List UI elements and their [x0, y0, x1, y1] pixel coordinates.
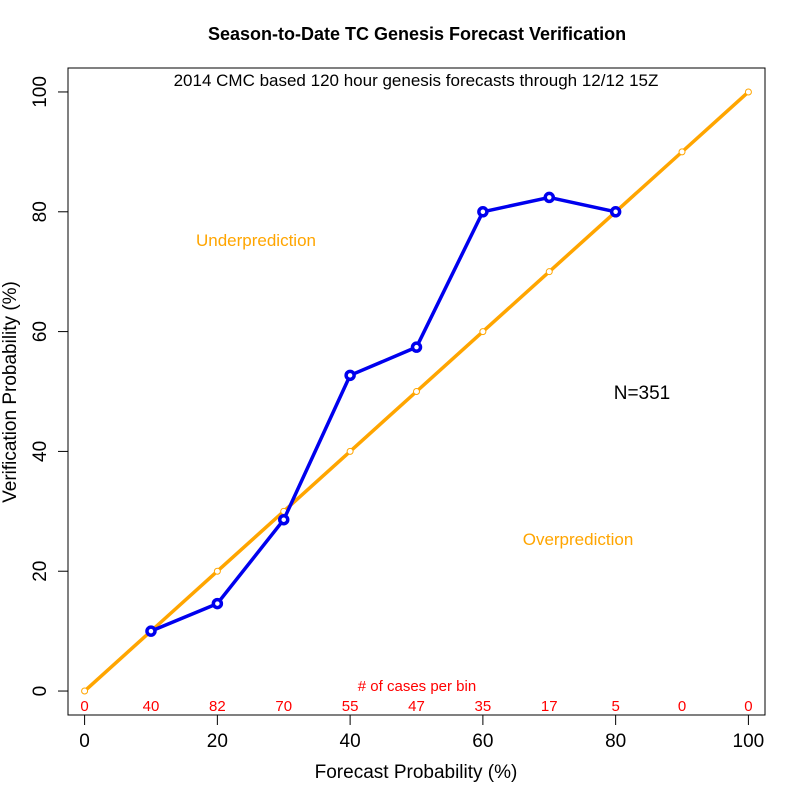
y-axis: 0 20 40 60 80 100	[30, 76, 69, 697]
x-tick-label: 80	[605, 731, 626, 752]
x-axis: 0 20 40 60 80 100	[79, 714, 765, 752]
reference-point	[545, 268, 553, 276]
verification-point	[211, 597, 224, 610]
reference-point	[413, 388, 420, 395]
reference-point	[81, 687, 89, 695]
bin-count: 70	[275, 698, 292, 715]
x-axis-label: Forecast Probability (%)	[315, 762, 518, 783]
underprediction-label: Underprediction	[196, 231, 316, 250]
y-tick-label: 0	[30, 686, 51, 697]
y-tick-label: 60	[30, 321, 51, 342]
bin-count: 0	[80, 698, 88, 715]
bin-count: 17	[541, 698, 558, 715]
y-axis-label: Verification Probability (%)	[0, 281, 21, 503]
reference-point	[213, 567, 221, 575]
verification-point	[477, 206, 489, 218]
overprediction-label: Overprediction	[523, 530, 634, 549]
series-layer	[81, 88, 752, 695]
bin-count: 0	[744, 698, 752, 715]
verification-point	[145, 625, 157, 637]
y-tick-label: 20	[30, 561, 51, 582]
verification-line	[150, 195, 617, 633]
bin-count: 47	[408, 698, 425, 715]
reference-point	[744, 88, 752, 96]
bin-count: 5	[611, 698, 619, 715]
cases-per-bin-label: # of cases per bin	[358, 678, 476, 695]
bin-count: 0	[678, 698, 686, 715]
reference-point	[678, 148, 686, 156]
sample-size-label: N=351	[614, 383, 671, 404]
y-tick-label: 80	[30, 201, 51, 222]
bin-count: 82	[209, 698, 226, 715]
bin-count: 35	[475, 698, 492, 715]
reference-point	[479, 328, 487, 336]
x-tick-label: 60	[472, 731, 493, 752]
verification-point	[609, 206, 622, 218]
bin-counts: 0 40 82 70 55 47 35 17 5 0 0	[80, 698, 752, 715]
bin-count: 55	[342, 698, 359, 715]
y-tick-label: 100	[30, 76, 51, 108]
verification-point	[410, 341, 423, 353]
reference-point	[346, 447, 354, 455]
verification-point	[344, 369, 356, 382]
verification-point	[543, 191, 556, 204]
x-tick-label: 100	[733, 731, 765, 752]
x-tick-label: 0	[79, 731, 90, 752]
chart-title: Season-to-Date TC Genesis Forecast Verif…	[208, 24, 626, 44]
verification-point	[277, 513, 290, 526]
x-tick-label: 20	[207, 731, 228, 752]
bin-count: 40	[143, 698, 160, 715]
chart-subtitle: 2014 CMC based 120 hour genesis forecast…	[174, 71, 659, 90]
y-tick-label: 40	[30, 441, 51, 462]
x-tick-label: 40	[340, 731, 361, 752]
